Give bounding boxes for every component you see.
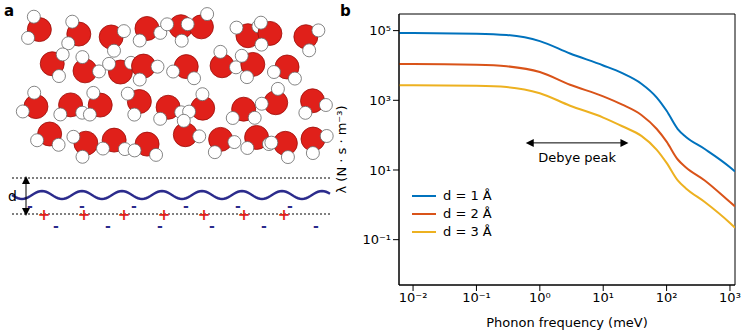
- svg-text:10⁻¹: 10⁻¹: [362, 232, 391, 247]
- svg-text:-: -: [27, 198, 33, 214]
- html-text:d = 3 Å: d = 3 Å: [443, 224, 492, 239]
- svg-text:-: -: [157, 218, 163, 234]
- svg-text:10⁵: 10⁵: [369, 23, 391, 38]
- svg-text:Debye peak: Debye peak: [538, 150, 616, 165]
- svg-text:-: -: [79, 198, 85, 214]
- svg-text:a: a: [4, 2, 14, 20]
- svg-text:10²: 10²: [656, 290, 678, 305]
- svg-text:-: -: [105, 218, 111, 234]
- html-text:d = 2 Å: d = 2 Å: [443, 206, 492, 221]
- svg-text:d: d: [8, 188, 17, 204]
- svg-text:Phonon frequency (meV): Phonon frequency (meV): [486, 315, 648, 330]
- svg-text:+: +: [118, 206, 131, 224]
- svg-text:-: -: [287, 198, 293, 214]
- svg-text:10⁻²: 10⁻²: [399, 290, 428, 305]
- svg-text:10¹: 10¹: [592, 290, 614, 305]
- svg-text:10¹: 10¹: [369, 163, 391, 178]
- svg-text:+: +: [38, 206, 51, 224]
- svg-text:10⁻¹: 10⁻¹: [462, 290, 491, 305]
- svg-text:10³: 10³: [369, 93, 391, 108]
- svg-text:-: -: [209, 218, 215, 234]
- svg-text:-: -: [235, 198, 241, 214]
- svg-text:10⁰: 10⁰: [529, 290, 551, 305]
- svg-text:λ (N · s · m⁻³): λ (N · s · m⁻³): [335, 106, 349, 194]
- svg-text:10³: 10³: [719, 290, 741, 305]
- svg-text:-: -: [53, 218, 59, 234]
- html-text:d = 1 Å: d = 1 Å: [443, 188, 492, 203]
- html-text:b: b: [340, 2, 351, 20]
- svg-text:-: -: [131, 198, 137, 214]
- svg-text:-: -: [183, 198, 189, 214]
- svg-text:-: -: [261, 218, 267, 234]
- svg-text:-: -: [313, 218, 319, 234]
